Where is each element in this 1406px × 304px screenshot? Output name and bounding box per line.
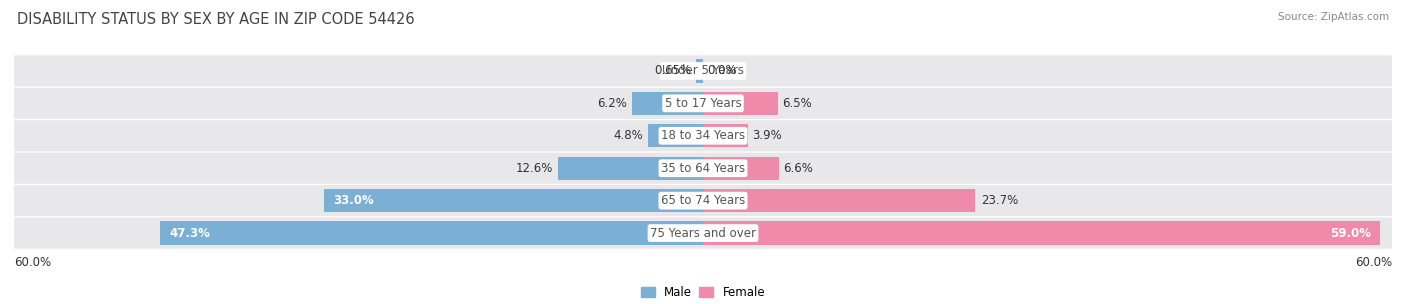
Bar (703, 189, 976, 212)
FancyBboxPatch shape (14, 217, 1392, 249)
Bar (323, 189, 703, 212)
Text: DISABILITY STATUS BY SEX BY AGE IN ZIP CODE 54426: DISABILITY STATUS BY SEX BY AGE IN ZIP C… (17, 12, 415, 27)
Text: 0.65%: 0.65% (654, 64, 690, 78)
Bar (648, 124, 703, 147)
Text: 23.7%: 23.7% (981, 194, 1018, 207)
Text: 33.0%: 33.0% (333, 194, 374, 207)
FancyBboxPatch shape (14, 55, 1392, 87)
Text: 6.6%: 6.6% (783, 162, 813, 175)
Bar (703, 221, 1381, 245)
Text: 60.0%: 60.0% (1355, 256, 1392, 269)
Text: 35 to 64 Years: 35 to 64 Years (661, 162, 745, 175)
Text: Under 5 Years: Under 5 Years (662, 64, 744, 78)
Text: Source: ZipAtlas.com: Source: ZipAtlas.com (1278, 12, 1389, 22)
Text: 4.8%: 4.8% (613, 129, 644, 142)
Bar (160, 221, 703, 245)
Text: 6.2%: 6.2% (598, 97, 627, 110)
Text: 0.0%: 0.0% (707, 64, 737, 78)
Text: 65 to 74 Years: 65 to 74 Years (661, 194, 745, 207)
Bar (703, 92, 778, 115)
FancyBboxPatch shape (14, 88, 1392, 119)
Text: 59.0%: 59.0% (1330, 226, 1371, 240)
Bar (631, 92, 703, 115)
Bar (696, 59, 703, 83)
Text: 75 Years and over: 75 Years and over (650, 226, 756, 240)
Bar (703, 157, 779, 180)
FancyBboxPatch shape (14, 185, 1392, 216)
FancyBboxPatch shape (14, 120, 1392, 151)
Text: 6.5%: 6.5% (782, 97, 813, 110)
Text: 18 to 34 Years: 18 to 34 Years (661, 129, 745, 142)
Text: 3.9%: 3.9% (752, 129, 782, 142)
Text: 5 to 17 Years: 5 to 17 Years (665, 97, 741, 110)
Text: 12.6%: 12.6% (515, 162, 553, 175)
Bar (558, 157, 703, 180)
Text: 47.3%: 47.3% (169, 226, 209, 240)
Text: 60.0%: 60.0% (14, 256, 51, 269)
Bar (703, 124, 748, 147)
Legend: Male, Female: Male, Female (638, 284, 768, 302)
FancyBboxPatch shape (14, 153, 1392, 184)
